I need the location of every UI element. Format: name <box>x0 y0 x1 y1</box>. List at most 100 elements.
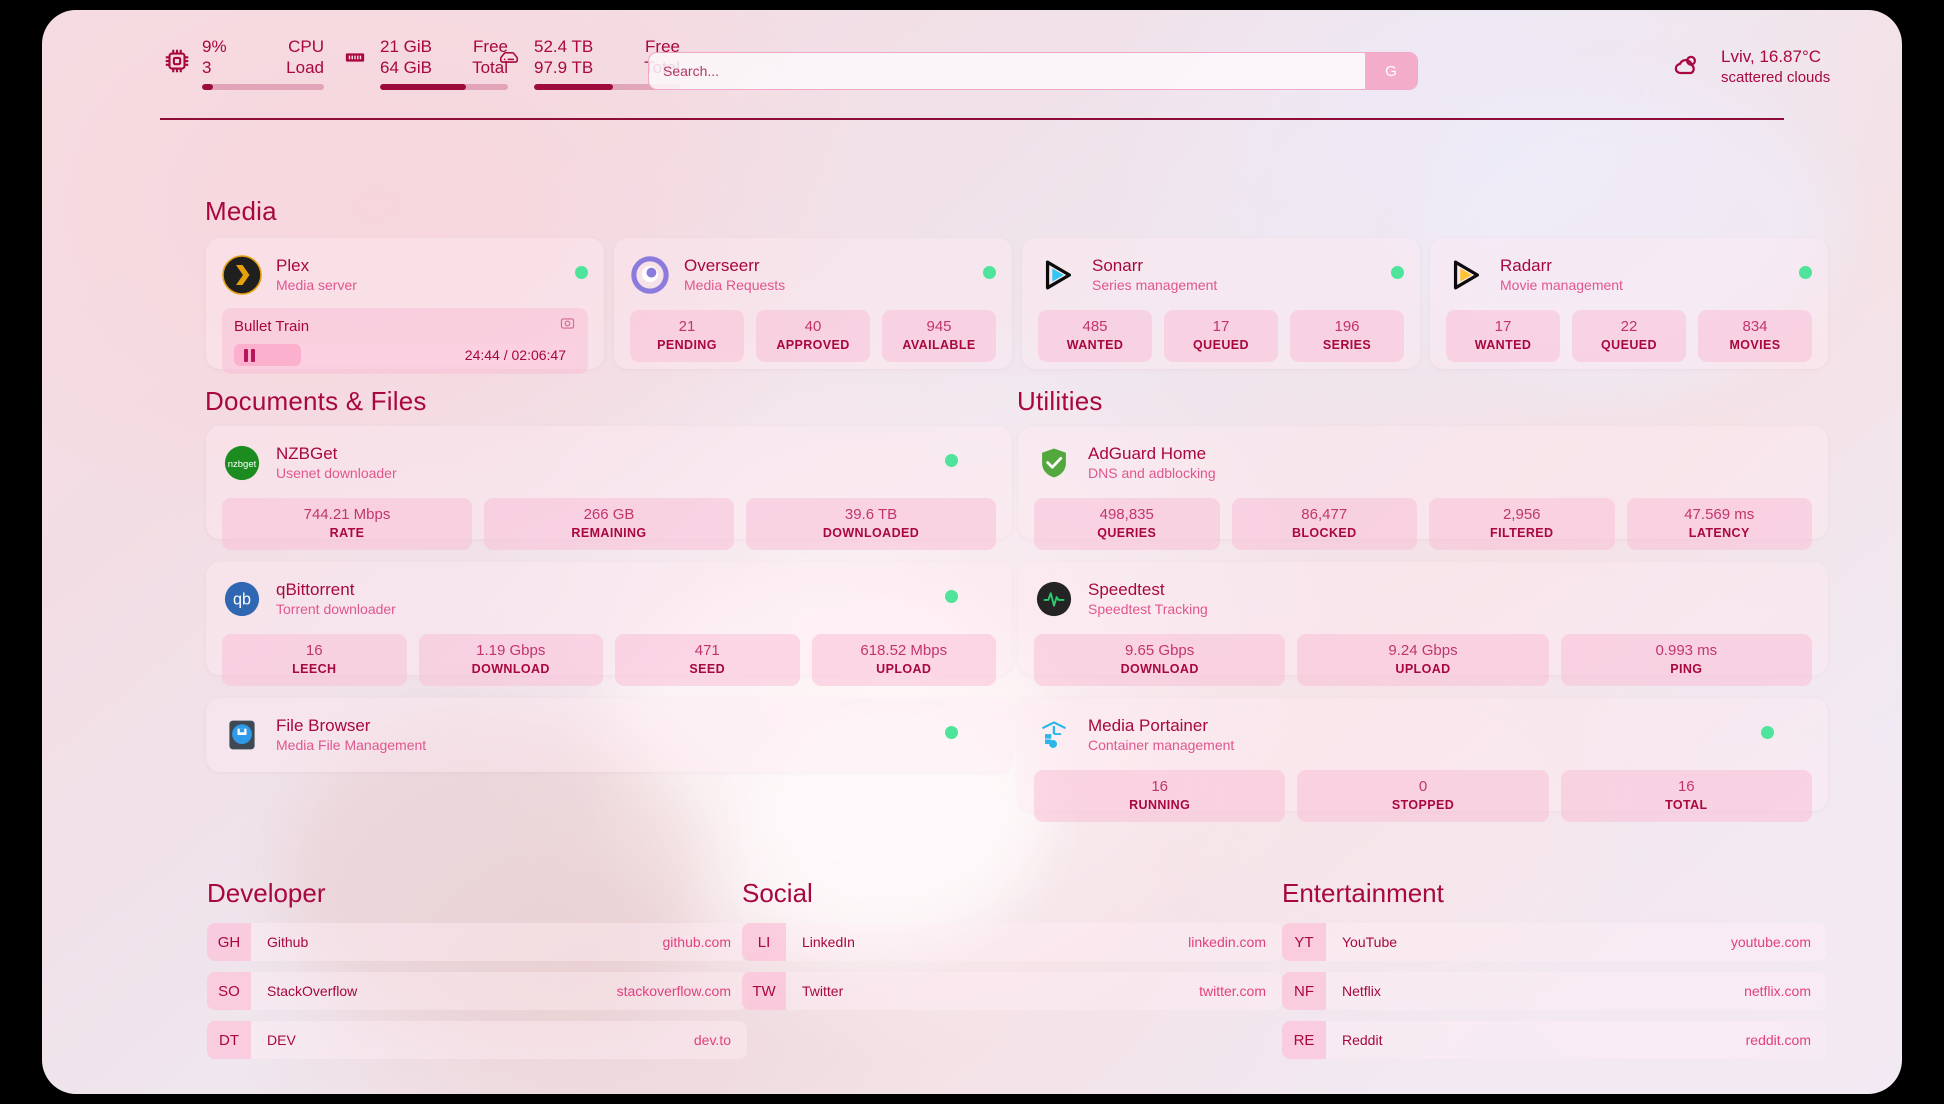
search-provider-button[interactable]: G <box>1365 53 1417 89</box>
bookmark-group-developer: Developer GH Github github.com SO StackO… <box>207 878 747 1070</box>
service-name: NZBGet <box>276 444 338 463</box>
service-name: Sonarr <box>1092 256 1144 275</box>
stat-tile: 744.21 Mbps RATE <box>222 498 472 550</box>
stat-value: 0 <box>1418 778 1428 795</box>
stat-tile: 9.24 Gbps UPLOAD <box>1297 634 1549 686</box>
stat-tile: 21 PENDING <box>630 310 744 362</box>
weather-widget[interactable]: Lviv, 16.87°C scattered clouds <box>1667 46 1830 88</box>
now-playing: Bullet Train 24:44 / 02:06:47 <box>222 308 588 374</box>
bookmark-item[interactable]: SO StackOverflow stackoverflow.com <box>207 972 747 1010</box>
stat-label: DOWNLOADED <box>822 526 920 540</box>
service-subtitle: Media File Management <box>276 737 427 753</box>
stat-row: 9.65 Gbps DOWNLOAD 9.24 Gbps UPLOAD 0.99… <box>1034 634 1812 686</box>
now-playing-title: Bullet Train <box>234 317 310 335</box>
stat-tile: 0 STOPPED <box>1297 770 1549 822</box>
service-card-nzbget[interactable]: nzbget NZBGet Usenet downloader 744.21 M… <box>206 426 1012 550</box>
service-card-adguard-home[interactable]: AdGuard Home DNS and adblocking 498,835 … <box>1018 426 1828 550</box>
section-title-media: Media <box>205 196 277 226</box>
nzbget-icon: nzbget <box>222 443 262 483</box>
bookmark-item[interactable]: DT DEV dev.to <box>207 1021 747 1059</box>
stat-value: 39.6 TB <box>844 506 898 523</box>
stat-value: 2,956 <box>1502 506 1541 523</box>
stat-tile: 485 WANTED <box>1038 310 1152 362</box>
bookmark-group-social: Social LI LinkedIn linkedin.com TW Twitt… <box>742 878 1282 1021</box>
section-title-utilities: Utilities <box>1017 386 1103 416</box>
bookmark-url: netflix.com <box>1744 983 1811 999</box>
bookmark-group-entertainment: Entertainment YT YouTube youtube.com NF … <box>1282 878 1827 1070</box>
service-subtitle: Media Requests <box>684 277 786 293</box>
cast-icon[interactable] <box>559 315 576 337</box>
bookmark-abbr: YT <box>1282 923 1326 961</box>
stat-value: 0.993 ms <box>1655 642 1718 659</box>
stat-value: 17 <box>1494 318 1512 335</box>
bookmark-item[interactable]: TW Twitter twitter.com <box>742 972 1282 1010</box>
stat-label: SERIES <box>1322 338 1372 352</box>
stat-label: SEED <box>689 662 726 676</box>
stat-value: 86,477 <box>1301 506 1348 523</box>
svg-text:nzbget: nzbget <box>228 459 257 470</box>
stat-tile: 0.993 ms PING <box>1560 634 1812 686</box>
search-bar[interactable]: G <box>648 52 1418 90</box>
stat-tile: 86,477 BLOCKED <box>1231 498 1417 550</box>
cpu-label-bottom: Load <box>286 58 324 77</box>
stat-tile: 618.52 Mbps UPLOAD <box>811 634 996 686</box>
service-card-radarr[interactable]: Radarr Movie management 17 WANTED 22 QUE… <box>1430 238 1828 369</box>
service-subtitle: Media server <box>276 277 357 293</box>
playback-progress-fill <box>234 344 301 366</box>
stat-value: 16 <box>1677 778 1695 795</box>
bookmark-abbr: RE <box>1282 1021 1326 1059</box>
service-card-plex[interactable]: Plex Media server Bullet Train <box>206 238 604 374</box>
disk-free-value: 52.4 TB <box>534 37 594 56</box>
playback-time: 24:44 / 02:06:47 <box>464 347 566 363</box>
service-name: Overseerr <box>684 256 760 275</box>
bookmark-name: StackOverflow <box>267 983 358 999</box>
bookmark-abbr: LI <box>742 923 786 961</box>
bookmark-name: Reddit <box>1342 1032 1383 1048</box>
service-card-qbittorrent[interactable]: qb qBittorrent Torrent downloader 16 LEE… <box>206 562 1012 686</box>
service-card-sonarr[interactable]: Sonarr Series management 485 WANTED 17 Q… <box>1022 238 1420 369</box>
memory-label-top: Free <box>473 37 508 56</box>
bookmark-url: twitter.com <box>1199 983 1266 999</box>
bookmark-item[interactable]: GH Github github.com <box>207 923 747 961</box>
card-header: Radarr Movie management <box>1446 252 1812 298</box>
stat-label: RATE <box>329 526 365 540</box>
card-header: Speedtest Speedtest Tracking <box>1034 576 1812 622</box>
stat-tile: 16 LEECH <box>222 634 407 686</box>
disk-total-value: 97.9 TB <box>534 58 594 77</box>
service-card-media-portainer[interactable]: Media Portainer Container management 16 … <box>1018 698 1828 822</box>
stat-label: AVAILABLE <box>902 338 976 352</box>
svg-text:qb: qb <box>233 591 251 609</box>
service-card-overseerr[interactable]: Overseerr Media Requests 21 PENDING 40 A… <box>614 238 1012 369</box>
bookmark-item[interactable]: LI LinkedIn linkedin.com <box>742 923 1282 961</box>
bookmark-url: youtube.com <box>1730 934 1811 950</box>
bookmark-item[interactable]: NF Netflix netflix.com <box>1282 972 1827 1010</box>
service-card-speedtest[interactable]: Speedtest Speedtest Tracking 9.65 Gbps D… <box>1018 562 1828 686</box>
stat-tile: 17 WANTED <box>1446 310 1560 362</box>
section-title-documents: Documents & Files <box>205 386 427 416</box>
service-name: AdGuard Home <box>1088 444 1207 463</box>
stat-label: PENDING <box>657 338 717 352</box>
search-input[interactable] <box>649 53 1365 89</box>
stat-tile: 16 TOTAL <box>1560 770 1812 822</box>
bookmark-name: Twitter <box>802 983 844 999</box>
stat-tile: 39.6 TB DOWNLOADED <box>746 498 996 550</box>
stat-label: STOPPED <box>1391 798 1455 812</box>
service-name: Media Portainer <box>1088 716 1209 735</box>
bookmark-item[interactable]: YT YouTube youtube.com <box>1282 923 1827 961</box>
qbittorrent-icon: qb <box>222 579 262 619</box>
bookmark-url: dev.to <box>693 1032 731 1048</box>
playback-progress-bar[interactable]: 24:44 / 02:06:47 <box>234 344 576 366</box>
service-card-file-browser[interactable]: File Browser Media File Management <box>206 698 1012 772</box>
stat-tile: 945 AVAILABLE <box>882 310 996 362</box>
stat-value: 22 <box>1620 318 1638 335</box>
stat-row: 498,835 QUERIES 86,477 BLOCKED 2,956 FIL… <box>1034 498 1812 550</box>
pause-icon[interactable] <box>244 348 255 362</box>
stat-value: 1.19 Gbps <box>476 642 546 659</box>
system-stat-cpu: 9% 3 CPU Load <box>162 36 324 90</box>
stat-tile: 196 SERIES <box>1290 310 1404 362</box>
bookmark-item[interactable]: RE Reddit reddit.com <box>1282 1021 1827 1059</box>
stat-tile: 834 MOVIES <box>1698 310 1812 362</box>
status-badge <box>945 454 958 467</box>
memory-total-value: 64 GiB <box>380 58 432 77</box>
card-header: Sonarr Series management <box>1038 252 1404 298</box>
